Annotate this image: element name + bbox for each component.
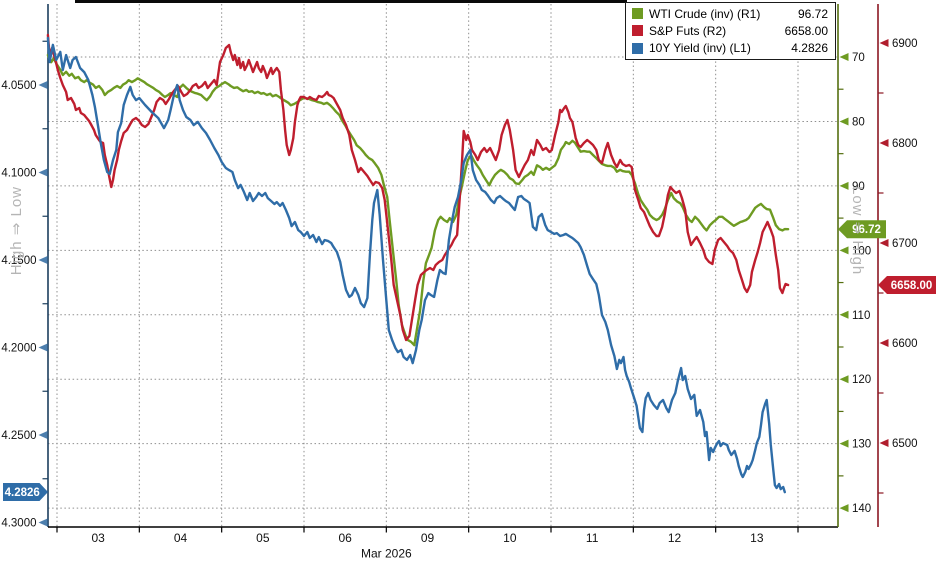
r1-axis-tick-label: 140 [852,503,871,515]
legend-label: WTI Crude (inv) (R1) [649,6,761,21]
r1-axis-tick-label: 70 [852,52,865,64]
r1-tick-arrow-icon [839,504,849,513]
legend-value: 4.2826 [791,41,828,56]
r1-tick-arrow-icon [839,53,849,61]
r1-axis-tick-label: 110 [852,310,870,322]
left-axis-tick-label: 4.3000 [1,518,36,530]
legend-value: 6658.00 [784,23,828,38]
r2-tick-arrow-icon [879,139,889,147]
cropped-title-bar [75,0,627,3]
last-value-badge [838,220,886,239]
x-axis-day-label: 03 [91,531,105,545]
x-axis-day-label: 12 [668,531,682,545]
left-axis-tick-label: 4.2000 [1,343,36,355]
r2-tick-arrow-icon [879,339,889,347]
r1-tick-arrow-icon [839,246,849,255]
ten-year-yield-series-swatch-icon [632,42,643,54]
legend-item-sp-futs[interactable]: S&P Futs (R2) 6658.00 [632,25,828,37]
left-tick-arrow-icon [38,343,48,352]
r1-tick-arrow-icon [839,117,849,126]
r1-axis-tick-label: 100 [852,245,871,257]
r1-tick-arrow-icon [839,375,849,384]
x-axis-day-label: 06 [338,531,352,545]
x-axis-day-label: 04 [174,531,188,545]
x-axis-month-label: Mar 2026 [361,547,412,561]
x-axis-day-label: 09 [421,531,435,545]
x-axis-day-label: 11 [586,531,599,545]
r1-axis-tick-label: 120 [852,374,871,386]
r2-tick-arrow-icon [879,439,889,447]
legend-item-wti[interactable]: WTI Crude (inv) (R1) 96.72 [632,8,828,20]
last-value-badge-label: 4.2826 [5,487,40,499]
r1-tick-arrow-icon [839,181,849,190]
legend-label: S&P Futs (R2) [649,23,727,38]
last-value-badge-label: 96.72 [852,224,881,236]
last-value-badge [878,276,936,294]
r1-axis-tick-label: 130 [852,439,871,451]
x-axis-day-label: 10 [503,531,517,545]
left-axis-tick-label: 4.2500 [1,430,36,442]
r1-axis-tick-label: 90 [852,181,865,193]
series-line-s-p-futs-r2 [46,33,790,342]
last-value-badge-label: 6658.00 [891,280,933,292]
left-tick-arrow-icon [38,431,48,439]
last-value-badge [3,483,48,502]
r2-axis-tick-label: 6600 [892,338,918,350]
left-axis-tick-label: 4.0500 [1,80,36,92]
x-axis-day-label: 05 [256,531,270,545]
x-axis-day-label: 13 [750,531,764,545]
left-axis-tick-label: 4.1500 [1,255,36,267]
left-axis-title: High ⇒ Low [8,186,25,276]
r1-tick-arrow-icon [839,439,849,448]
legend-label: 10Y Yield (inv) (L1) [649,41,751,56]
wti-series-swatch-icon [632,8,643,20]
left-axis-tick-label: 4.1000 [1,168,36,180]
legend-item-10y-yield[interactable]: 10Y Yield (inv) (L1) 4.2826 [632,42,828,54]
left-tick-arrow-icon [38,518,48,527]
left-tick-arrow-icon [38,81,48,89]
series-line-10y-yield-inv-l1 [46,36,786,494]
right-axis-title: Low ⇒ High [849,186,866,276]
r2-axis-tick-label: 6800 [892,138,918,150]
r2-axis-tick-label: 6700 [892,238,918,250]
r2-tick-arrow-icon [879,39,889,47]
r2-axis-tick-label: 6900 [892,38,918,50]
left-tick-arrow-icon [38,168,48,177]
r2-axis-tick-label: 6500 [892,438,918,450]
sp-futs-series-swatch-icon [632,25,643,37]
legend: WTI Crude (inv) (R1) 96.72 S&P Futs (R2)… [625,2,836,60]
legend-value: 96.72 [797,6,828,21]
left-tick-arrow-icon [38,256,48,264]
r1-axis-tick-label: 80 [852,116,865,128]
r2-tick-arrow-icon [879,239,889,247]
r1-tick-arrow-icon [839,310,849,319]
